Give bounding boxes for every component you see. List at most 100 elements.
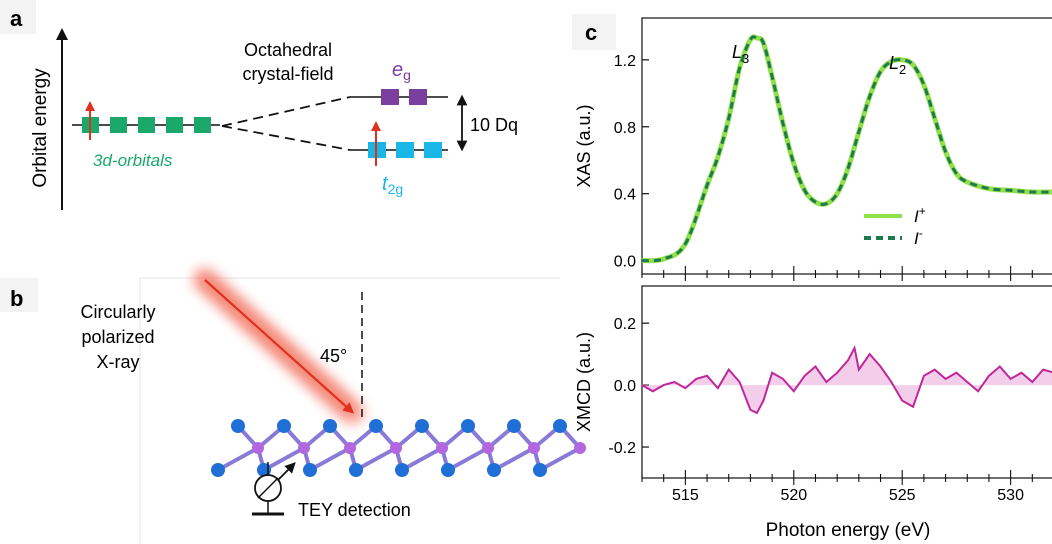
xmcd-point bbox=[674, 381, 676, 383]
ligand-atom bbox=[553, 419, 567, 433]
legend-iplus-sup: + bbox=[919, 204, 926, 218]
detection-label: TEY detection bbox=[298, 500, 411, 520]
y-tick-label: 0.2 bbox=[614, 316, 636, 333]
metal-atom bbox=[390, 442, 402, 454]
x-tick-label: 525 bbox=[889, 487, 916, 504]
peak-l3-main: L bbox=[732, 42, 742, 62]
xmcd-point bbox=[880, 366, 882, 368]
eg-orbital-box bbox=[409, 89, 427, 105]
xmcd-point bbox=[912, 406, 914, 408]
angle-label: 45° bbox=[320, 346, 347, 366]
xmcd-point bbox=[771, 372, 773, 374]
x-tick-label: 530 bbox=[997, 487, 1024, 504]
peak-l2-label: L2 bbox=[889, 53, 906, 77]
xmcd-point bbox=[977, 390, 979, 392]
xaxis-label: Photon energy (eV) bbox=[766, 520, 931, 541]
y-tick-label: 0.8 bbox=[614, 120, 636, 137]
xmcd-point bbox=[763, 400, 765, 402]
xray-label-line3: X-ray bbox=[96, 352, 139, 372]
peak-l2-main: L bbox=[889, 53, 899, 73]
xmcd-point bbox=[793, 390, 795, 392]
xmcd-point bbox=[854, 347, 856, 349]
xmcd-point bbox=[826, 381, 828, 383]
series-iminus-line bbox=[642, 37, 1052, 261]
legend-label-iplus: I+ bbox=[914, 204, 926, 226]
xray-label-line2: polarized bbox=[81, 327, 154, 347]
panel-c-label: c bbox=[585, 20, 597, 45]
series-iplus-line bbox=[642, 37, 1052, 261]
t2g-orbital-box bbox=[424, 142, 442, 158]
orbital-box bbox=[194, 117, 211, 133]
x-tick-label: 520 bbox=[780, 487, 807, 504]
xmcd-point bbox=[836, 372, 838, 374]
panel-b: b Circularly polarized X-ray 45° TEY det… bbox=[0, 278, 586, 544]
panel-b-label: b bbox=[10, 286, 23, 311]
crystal-field-line1: Octahedral bbox=[244, 40, 332, 60]
xas-ylabel: XAS (a.u.) bbox=[574, 104, 594, 187]
ligand-atom bbox=[369, 419, 383, 433]
y-tick-label: 1.2 bbox=[614, 53, 636, 70]
energy-axis-label: Orbital energy bbox=[30, 68, 51, 188]
panel-c: c 0.00.40.81.2 XAS (a.u.) L3 L2 I+ I- -0… bbox=[572, 14, 1052, 541]
xmcd-point bbox=[934, 369, 936, 371]
xas-legend: I+ I- bbox=[864, 204, 926, 248]
ligand-atom bbox=[533, 463, 547, 477]
x-tick-label: 515 bbox=[672, 487, 699, 504]
ligand-atom bbox=[487, 463, 501, 477]
y-tick-label: 0.0 bbox=[614, 378, 636, 395]
eg-orbital-box bbox=[381, 89, 399, 105]
ligand-atom bbox=[441, 463, 455, 477]
eg-label: eg bbox=[392, 59, 411, 83]
xmcd-point bbox=[750, 409, 752, 411]
xmcd-point bbox=[869, 353, 871, 355]
xmcd-point bbox=[804, 375, 806, 377]
peak-l2-sub: 2 bbox=[899, 62, 906, 77]
t2g-orbital-box bbox=[396, 142, 414, 158]
xmcd-area bbox=[642, 348, 1052, 413]
orbitals-label-text: 3d-orbitals bbox=[93, 151, 173, 170]
xmcd-series bbox=[641, 347, 1052, 414]
xmcd-point bbox=[858, 369, 860, 371]
metal-atom bbox=[574, 442, 586, 454]
ligand-atom bbox=[349, 463, 363, 477]
xmcd-point bbox=[663, 384, 665, 386]
split-line-eg bbox=[222, 97, 350, 126]
xmcd-point bbox=[923, 375, 925, 377]
ligand-atom bbox=[211, 463, 225, 477]
ligand-atom bbox=[231, 419, 245, 433]
xas-y-ticks: 0.0 0.4 0.8 1.2 bbox=[614, 53, 649, 271]
xray-beam-arrow bbox=[205, 280, 350, 410]
split-line-t2g bbox=[222, 126, 350, 150]
xray-label-line1: Circularly bbox=[80, 302, 155, 322]
ligand-atom bbox=[507, 419, 521, 433]
xmcd-point bbox=[782, 378, 784, 380]
metal-atom bbox=[482, 442, 494, 454]
xmcd-point bbox=[1021, 372, 1023, 374]
xmcd-point bbox=[999, 366, 1001, 368]
eg-label-sub: g bbox=[403, 67, 411, 83]
splitting-label-text: 10 Dq bbox=[470, 115, 518, 135]
xmcd-point bbox=[695, 378, 697, 380]
metal-atom bbox=[252, 442, 264, 454]
current-arrow bbox=[278, 466, 292, 480]
xmcd-point bbox=[1042, 369, 1044, 371]
xmcd-point bbox=[945, 378, 947, 380]
metal-atom bbox=[528, 442, 540, 454]
orbital-box bbox=[110, 117, 127, 133]
xmcd-point bbox=[847, 360, 849, 362]
xas-plot-frame bbox=[642, 18, 1052, 274]
xmcd-x-ticks: 515 520 525 530 bbox=[642, 470, 1052, 504]
y-tick-label: 0.4 bbox=[614, 187, 636, 204]
xmcd-point bbox=[1032, 381, 1034, 383]
xmcd-point bbox=[956, 372, 958, 374]
xmcd-ylabel: XMCD (a.u.) bbox=[574, 332, 594, 432]
ligand-atom bbox=[461, 419, 475, 433]
xmcd-point bbox=[966, 381, 968, 383]
peak-l3-sub: 3 bbox=[742, 51, 749, 66]
metal-atom bbox=[344, 442, 356, 454]
xmcd-point bbox=[717, 387, 719, 389]
xmcd-point bbox=[815, 366, 817, 368]
y-tick-label: 0.0 bbox=[614, 254, 636, 271]
xmcd-point bbox=[901, 400, 903, 402]
splitting-label: 10 Dq bbox=[470, 115, 518, 135]
